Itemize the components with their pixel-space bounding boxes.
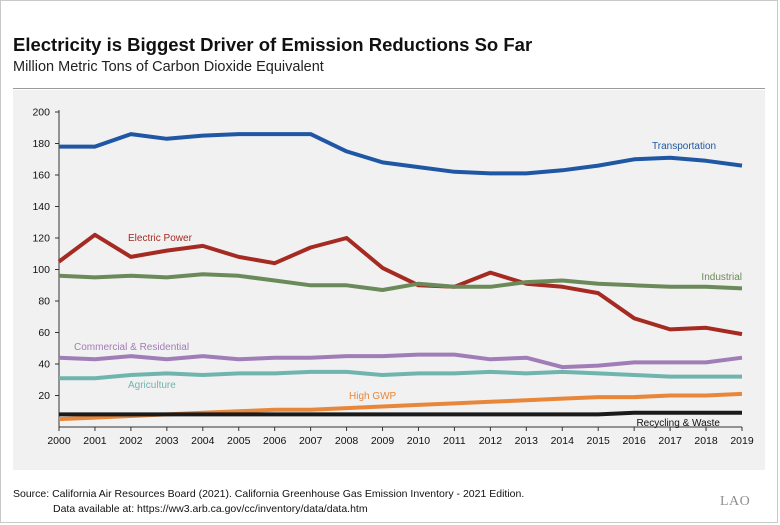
x-tick-label: 2010 (407, 435, 431, 447)
x-tick-label: 2018 (694, 435, 718, 447)
x-tick-label: 2017 (658, 435, 682, 447)
x-tick-label: 2016 (622, 435, 646, 447)
chart-title: Electricity is Biggest Driver of Emissio… (13, 34, 533, 55)
series-label-electric-power: Electric Power (128, 233, 193, 244)
x-tick-label: 2003 (155, 435, 179, 447)
series-line-electric-power (57, 232, 743, 337)
source-line-2: Data available at: https://ww3.arb.ca.go… (53, 503, 368, 515)
x-tick-label: 2007 (299, 435, 323, 447)
x-tick-label: 2015 (587, 435, 611, 447)
x-tick-label: 2012 (479, 435, 503, 447)
line-chart: 20 40 60 80 100 120 140 160 180 200 2000 2001 2002 20… (32, 107, 753, 448)
series-lines (57, 132, 743, 422)
series-line-agriculture (59, 369, 742, 381)
series-labels: Transportation Electric Power Industrial Co… (74, 141, 742, 429)
series-label-industrial: Industrial (701, 272, 742, 283)
x-tick-label: 2002 (119, 435, 143, 447)
y-tick-label: 80 (38, 296, 50, 308)
series-label-commercial-residential: Commercial & Residential (74, 342, 189, 353)
series-label-recycling-waste: Recycling & Waste (636, 418, 720, 429)
source-note: Source: California Air Resources Board (… (13, 487, 524, 517)
y-tick-label: 100 (32, 264, 50, 276)
source-line-1: Source: California Air Resources Board (… (13, 488, 525, 500)
lao-logo: LAO (720, 494, 751, 509)
x-tick-label: 2019 (730, 435, 754, 447)
series-label-high-gwp: High GWP (349, 391, 397, 402)
series-line-commercial-residential (58, 352, 743, 370)
x-tick-label: 2001 (83, 435, 107, 447)
x-tick-label: 2011 (443, 435, 466, 447)
axes: 20 40 60 80 100 120 140 160 180 200 2000 2001 2002 20… (32, 107, 753, 448)
series-line-transportation (59, 132, 743, 176)
title-divider (13, 88, 765, 89)
x-tick-label: 2013 (515, 435, 539, 447)
x-tick-label: 2006 (263, 435, 287, 447)
x-tick-label: 2004 (191, 435, 215, 447)
series-line-industrial (58, 272, 743, 292)
y-tick-label: 140 (32, 201, 50, 213)
x-tick-label: 2005 (227, 435, 251, 447)
y-tick-label: 60 (38, 327, 50, 339)
y-tick-label: 180 (32, 138, 50, 150)
series-label-transportation: Transportation (652, 141, 716, 152)
y-tick-label: 20 (38, 390, 50, 402)
chart-subtitle: Million Metric Tons of Carbon Dioxide Eq… (13, 59, 324, 75)
y-tick-label: 40 (38, 359, 50, 371)
y-tick-label: 200 (32, 107, 50, 119)
x-tick-label: 2008 (335, 435, 359, 447)
x-tick-label: 2009 (371, 435, 395, 447)
y-tick-label: 160 (32, 170, 50, 182)
y-tick-label: 120 (32, 233, 50, 245)
x-tick-label: 2000 (47, 435, 71, 447)
series-line-recycling-waste (59, 410, 742, 417)
x-tick-label: 2014 (551, 435, 575, 447)
series-label-agriculture: Agriculture (128, 380, 176, 391)
